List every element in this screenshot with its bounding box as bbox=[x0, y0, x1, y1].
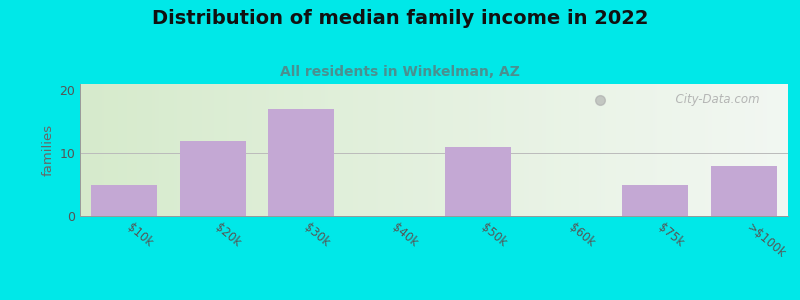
Bar bbox=[622, 184, 689, 216]
Bar bbox=[710, 166, 777, 216]
Text: City-Data.com: City-Data.com bbox=[668, 93, 760, 106]
Bar bbox=[91, 184, 158, 216]
Y-axis label: families: families bbox=[42, 124, 55, 176]
Text: All residents in Winkelman, AZ: All residents in Winkelman, AZ bbox=[280, 64, 520, 79]
Bar bbox=[268, 109, 334, 216]
Bar bbox=[179, 141, 246, 216]
Text: Distribution of median family income in 2022: Distribution of median family income in … bbox=[152, 9, 648, 28]
Bar bbox=[445, 147, 511, 216]
